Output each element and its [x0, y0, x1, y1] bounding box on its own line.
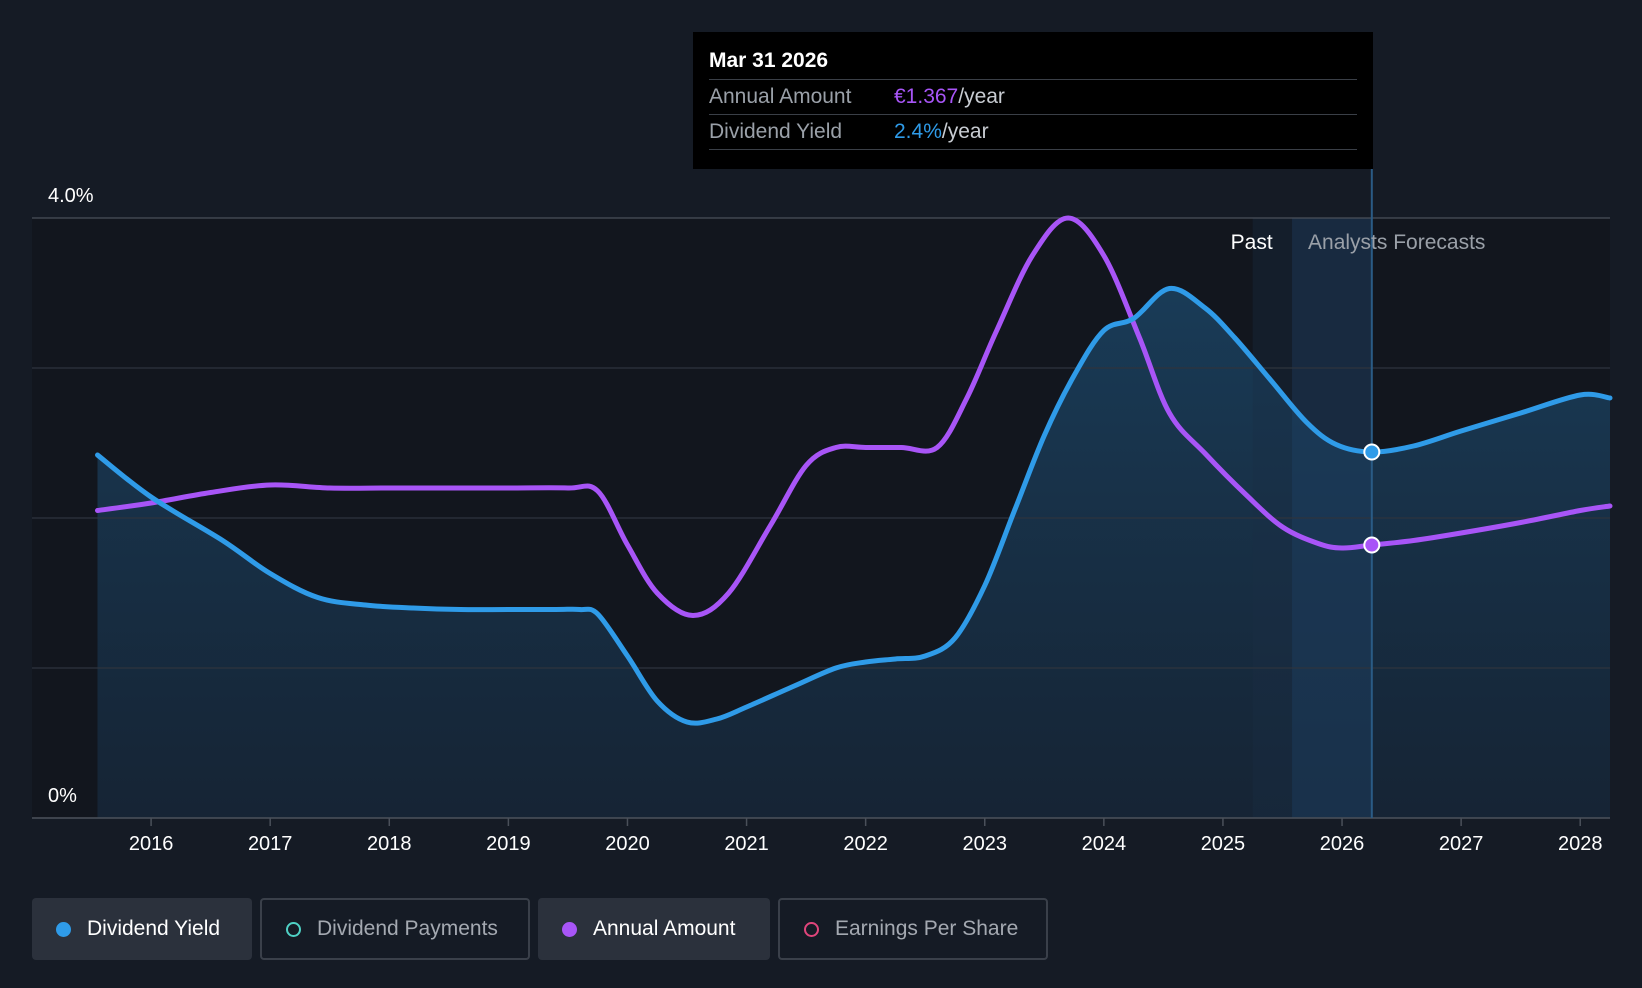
legend-label: Earnings Per Share [835, 917, 1019, 940]
legend-label: Dividend Payments [317, 917, 498, 940]
annual-amount-line [95, 215, 1613, 618]
dividend-yield-dot-icon [56, 921, 71, 937]
dividend-yield-area [97, 288, 1610, 819]
legend-dividend-yield[interactable]: Dividend Yield [32, 898, 252, 960]
x-tick-label: 2026 [1320, 833, 1365, 855]
x-tick-label: 2021 [724, 833, 769, 855]
tooltip-row-annual-amount: Annual Amount €1.367/year [709, 79, 1357, 114]
tooltip-unit: /year [958, 85, 1005, 108]
x-tick-label: 2016 [129, 833, 174, 855]
x-tick-label: 2023 [963, 833, 1008, 855]
past-region-label: Past [1231, 231, 1273, 254]
legend-label: Dividend Yield [87, 917, 221, 940]
tooltip-value: 2.4% [894, 120, 942, 143]
y-tick-label: 4.0% [48, 185, 94, 207]
x-tick-label: 2024 [1082, 833, 1127, 855]
x-tick-label: 2027 [1439, 833, 1484, 855]
tooltip-date: Mar 31 2026 [709, 49, 829, 72]
legend-label: Annual Amount [593, 917, 736, 940]
earnings-per-share-ring-icon [804, 921, 819, 937]
dividend-payments-ring-icon [286, 921, 301, 937]
annual-amount-marker [1363, 536, 1381, 554]
forecast-region-label: Analysts Forecasts [1308, 231, 1485, 254]
legend-annual-amount[interactable]: Annual Amount [538, 898, 770, 960]
tooltip-unit: /year [941, 120, 989, 143]
tooltip-label: Annual Amount [709, 85, 852, 108]
y-tick-label: 0% [48, 785, 77, 807]
x-tick-label: 2017 [248, 833, 293, 855]
legend-earnings-per-share[interactable]: Earnings Per Share [778, 898, 1048, 960]
dividend-yield-marker [1363, 443, 1381, 461]
legend-dividend-payments[interactable]: Dividend Payments [260, 898, 530, 960]
chart-tooltip: Mar 31 2026 Annual Amount €1.367/year Di… [693, 32, 1373, 169]
x-tick-label: 2020 [605, 833, 650, 855]
dividend-yield-line [95, 285, 1613, 726]
x-tick-label: 2018 [367, 833, 412, 855]
x-tick-label: 2028 [1558, 833, 1603, 855]
tooltip-label: Dividend Yield [709, 120, 843, 143]
x-tick-label: 2019 [486, 833, 531, 855]
tooltip-value: €1.367 [894, 85, 959, 108]
x-tick-label: 2022 [843, 833, 888, 855]
x-tick-label: 2025 [1201, 833, 1246, 855]
tooltip-row-dividend-yield: Dividend Yield 2.4%/year [709, 114, 1357, 150]
annual-amount-dot-icon [562, 921, 577, 937]
